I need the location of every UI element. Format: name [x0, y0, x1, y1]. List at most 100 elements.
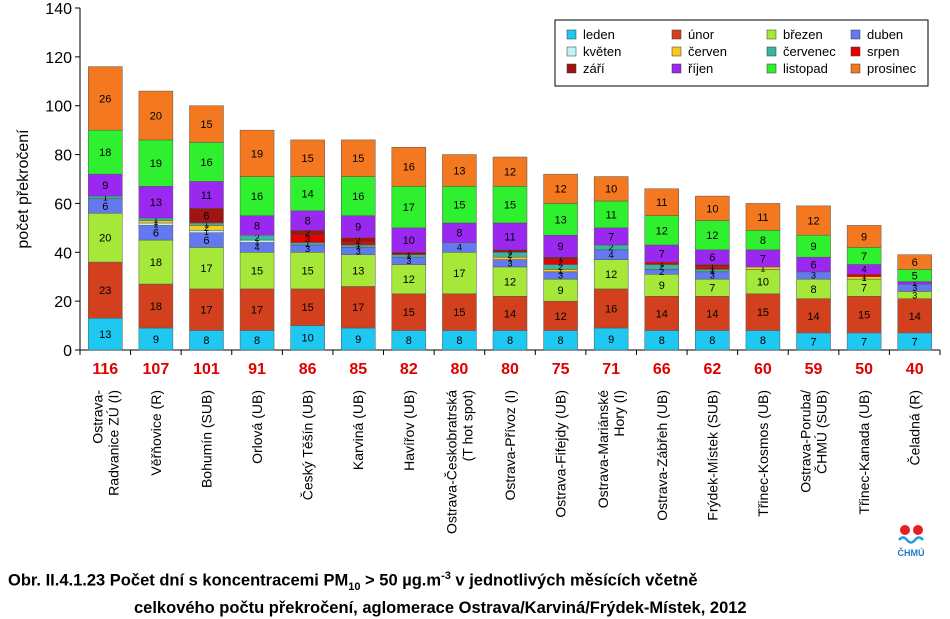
legend-item: březen [766, 27, 823, 42]
segment-value-label: 12 [403, 274, 415, 286]
segment-value-label: 17 [403, 202, 415, 214]
segment-value-label: 8 [810, 284, 816, 296]
bar-stack: 8 15 10 17 8 11 [745, 203, 781, 351]
segment-value-label: 2 [356, 235, 361, 245]
y-tick-label: 140 [45, 1, 72, 18]
category-label: Třinec-Kanada (UB) [856, 390, 872, 515]
legend-swatch [766, 46, 777, 57]
segment-value-label: 7 [659, 248, 665, 260]
legend-item: červenec [766, 44, 836, 59]
bar-segment-březen [745, 269, 781, 295]
segment-value-label: 9 [102, 180, 108, 192]
category-label-line: Karviná (UB) [350, 390, 366, 470]
segment-value-label: 1 [153, 215, 158, 225]
bar-segment-únor [442, 293, 477, 331]
segment-value-label: 14 [706, 308, 718, 320]
segment-value-label: 2 [507, 250, 512, 260]
bar-segment-březen [593, 259, 629, 290]
legend-swatch [566, 63, 577, 74]
category-label: Třinec-Kosmos (UB) [755, 390, 771, 517]
segment-value-label: 1 [204, 227, 209, 237]
segment-value-label: 1 [153, 217, 158, 227]
bar-segment-únor [593, 288, 629, 329]
segment-value-label: 9 [558, 241, 564, 253]
category-labels: Ostrava-Radvanice ZÚ (I) Věřňovice (R) Boh… [89, 390, 922, 534]
segment-value-label: 2 [558, 262, 563, 272]
bar-segment-prosinec [846, 225, 882, 248]
segment-value-label: 14 [909, 311, 921, 323]
segment-value-label: 4 [255, 243, 260, 253]
segment-value-label: 19 [251, 148, 263, 160]
segment-value-label: 6 [810, 259, 816, 271]
segment-value-label: 9 [558, 285, 564, 297]
legend-swatch [566, 29, 577, 40]
segment-value-label: 19 [150, 158, 162, 170]
segment-value-label: 13 [453, 165, 465, 177]
legend-item: květen [566, 44, 621, 59]
bar-segment-prosinec [492, 156, 528, 187]
bar-segment-březen [138, 239, 174, 285]
legend-item: červen [671, 44, 727, 59]
category-label: Bohumín (SUB) [198, 390, 214, 488]
bar-stack: 9 16 12 427 11 10 [593, 176, 629, 351]
segment-value-label: 1 [204, 219, 209, 229]
segment-value-label: 1 [760, 263, 765, 273]
legend-label: srpen [867, 44, 900, 59]
segment-value-label: 10 [706, 203, 718, 215]
segment-value-label: 15 [352, 153, 364, 165]
segment-value-label: 9 [355, 222, 361, 234]
bar-segment-březen [391, 264, 427, 295]
bar-segment-listopad [290, 176, 325, 212]
legend-label: duben [867, 27, 903, 42]
total-label: 91 [248, 361, 266, 378]
legend-swatch [671, 29, 682, 40]
segment-value-label: 23 [99, 285, 111, 297]
segment-value-label: 17 [200, 263, 212, 275]
segment-value-label: 1 [558, 266, 563, 276]
segment-value-label: 3 [305, 234, 310, 244]
segment-value-label: 2 [305, 228, 310, 238]
category-label-line: Hory (I) [611, 390, 627, 437]
segment-value-label: 15 [302, 153, 314, 165]
segment-value-label: 15 [251, 266, 263, 278]
logo-circle-left-icon [900, 525, 910, 535]
total-label: 101 [193, 361, 220, 378]
legend: leden únor březen duben květen červen červenec… [554, 19, 929, 87]
segment-value-label: 1 [103, 193, 108, 203]
bar-segment-listopad [189, 142, 224, 182]
bar-segment-únor [340, 286, 376, 329]
legend-swatch [671, 46, 682, 57]
segment-value-label: 8 [659, 335, 665, 347]
bar-segment-březen [239, 252, 275, 290]
segment-value-label: 8 [456, 335, 462, 347]
segment-value-label: 4 [457, 243, 462, 253]
category-label-line: Třinec-Kosmos (UB) [755, 390, 771, 517]
y-tick-label: 40 [54, 245, 72, 262]
bar-segment-prosinec [695, 195, 730, 221]
category-label-line: Bohumín (SUB) [198, 390, 214, 488]
segment-value-label: 14 [504, 308, 516, 320]
y-tick-label: 100 [45, 99, 72, 116]
segment-value-label: 17 [200, 305, 212, 317]
segment-value-label: 1 [255, 237, 260, 247]
segment-value-label: 7 [760, 253, 766, 265]
segment-value-label: 1 [912, 278, 917, 288]
legend-item: září [566, 61, 605, 76]
logo-text: ČHMÚ [898, 547, 925, 558]
segment-value-label: 11 [201, 190, 212, 202]
category-label-line: Ostrava-Českobratrská [443, 390, 459, 534]
segment-value-label: 3 [710, 271, 715, 281]
category-label-line: Ostrava- [89, 390, 105, 444]
segment-value-label: 2 [255, 233, 260, 243]
total-label: 85 [349, 361, 367, 378]
bar-segment-prosinec [897, 254, 932, 270]
bar-segment-leden [290, 325, 325, 351]
bar-segment-prosinec [391, 146, 427, 187]
total-label: 60 [754, 361, 772, 378]
bar-stack: 8 15 17 4 8 15 13 [442, 154, 477, 351]
